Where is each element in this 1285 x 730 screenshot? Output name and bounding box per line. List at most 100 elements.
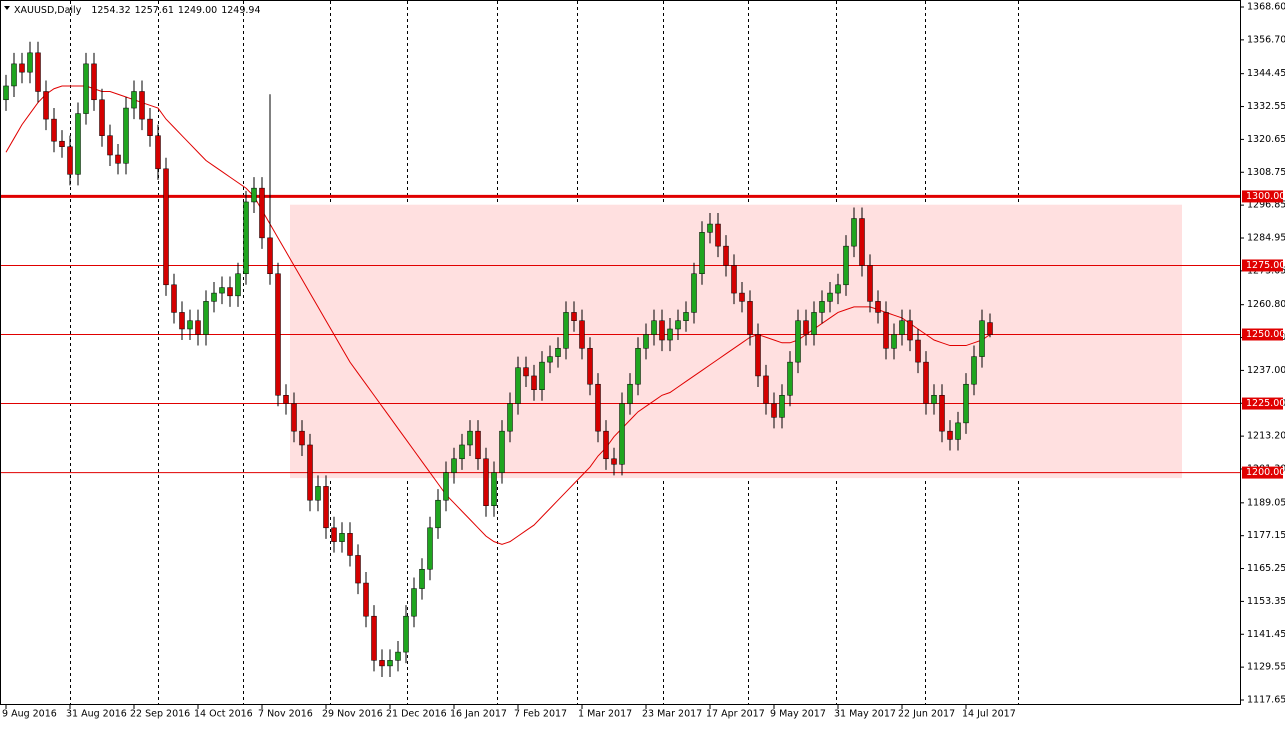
candle-body — [699, 232, 705, 275]
candle-body — [283, 395, 289, 404]
candle-body — [851, 218, 857, 247]
candle-body — [547, 356, 553, 363]
candle-body — [539, 361, 545, 390]
y-tick-label: 1165.25 — [1247, 563, 1285, 574]
x-tick-label: 7 Feb 2017 — [514, 709, 567, 720]
candle-body — [571, 312, 577, 321]
x-tick-label: 21 Dec 2016 — [386, 709, 447, 720]
candle-body — [739, 292, 745, 302]
candle-body — [939, 395, 945, 432]
candle-body — [243, 201, 249, 275]
candle-body — [59, 140, 65, 147]
candle-body — [259, 187, 265, 239]
y-tick-label: 1320.65 — [1247, 134, 1285, 145]
candle-body — [339, 533, 345, 542]
candle-body — [43, 91, 49, 120]
candle-body — [395, 651, 401, 661]
candle-body — [11, 63, 17, 87]
level-label: 1200.00 — [1246, 467, 1285, 478]
x-tick-label: 16 Jan 2017 — [450, 709, 507, 720]
y-tick-label: 1296.85 — [1247, 200, 1285, 211]
candle-body — [523, 367, 529, 377]
candle-body — [491, 472, 497, 506]
candle-body — [915, 339, 921, 363]
candle-body — [315, 486, 321, 501]
header-close: 1249.94 — [221, 5, 260, 16]
y-tick-label: 1356.70 — [1247, 34, 1285, 45]
candle-body — [643, 334, 649, 349]
y-tick-label: 1129.55 — [1247, 662, 1285, 673]
candle-body — [203, 301, 209, 335]
candle-body — [651, 320, 657, 335]
candle-body — [859, 218, 865, 266]
candle-body — [771, 403, 777, 418]
header-low: 1249.00 — [178, 5, 217, 16]
candle-body — [19, 63, 25, 73]
x-tick-label: 23 Mar 2017 — [642, 709, 702, 720]
candle-body — [883, 312, 889, 349]
candle-body — [587, 348, 593, 385]
candle-body — [251, 187, 257, 203]
level-label-box — [1242, 190, 1283, 203]
candle-body — [363, 582, 369, 617]
candle-body — [747, 301, 753, 335]
candle-body — [907, 320, 913, 341]
candle-body — [843, 245, 849, 286]
candle-body — [123, 107, 129, 164]
candle-body — [627, 383, 633, 404]
candle-body — [891, 334, 897, 349]
candle-body — [195, 320, 201, 335]
x-tick-label: 22 Jun 2017 — [898, 709, 955, 720]
level-label: 1225.00 — [1246, 398, 1285, 409]
candle-body — [923, 361, 929, 404]
candle-body — [955, 422, 961, 440]
candle-body — [83, 63, 89, 114]
candle-body — [291, 403, 297, 432]
candle-body — [531, 375, 537, 390]
x-tick-label: 1 Mar 2017 — [578, 709, 632, 720]
candle-body — [579, 320, 585, 349]
level-label-box — [1242, 328, 1283, 341]
candle-body — [299, 430, 305, 446]
y-tick-label: 1213.20 — [1247, 431, 1285, 442]
candle-body — [659, 320, 665, 341]
candle-body — [675, 320, 681, 330]
candle-body — [459, 444, 465, 460]
candle-body — [411, 588, 417, 617]
y-tick-label: 1237.00 — [1247, 365, 1285, 376]
candle-body — [987, 322, 993, 335]
candle-body — [91, 63, 97, 101]
candle-body — [107, 135, 113, 156]
candle-body — [115, 154, 121, 164]
candle-body — [131, 91, 137, 109]
candle-body — [499, 430, 505, 473]
level-label: 1300.00 — [1246, 191, 1285, 202]
candle-body — [515, 367, 521, 404]
level-label-box — [1242, 466, 1283, 479]
y-tick-label: 1260.80 — [1247, 299, 1285, 310]
candle-body — [635, 348, 641, 385]
candle-body — [51, 118, 57, 142]
candle-body — [323, 486, 329, 529]
candle-body — [187, 320, 193, 330]
candle-body — [947, 430, 953, 440]
candle-body — [931, 395, 937, 404]
candle-body — [787, 361, 793, 396]
candle-body — [899, 320, 905, 335]
x-tick-label: 9 May 2017 — [770, 709, 826, 720]
candle-body — [139, 91, 145, 120]
candle-body — [555, 348, 561, 357]
candle-body — [803, 320, 809, 335]
candle-body — [443, 472, 449, 501]
candle-body — [67, 146, 73, 175]
candle-body — [467, 430, 473, 446]
candle-body — [419, 568, 425, 589]
candle-body — [403, 615, 409, 653]
candle-body — [763, 375, 769, 404]
candle-body — [667, 328, 673, 341]
candle-body — [867, 265, 873, 302]
y-tick-label: 1332.55 — [1247, 101, 1285, 112]
candle-body — [99, 99, 105, 136]
y-tick-label: 1284.95 — [1247, 232, 1285, 243]
